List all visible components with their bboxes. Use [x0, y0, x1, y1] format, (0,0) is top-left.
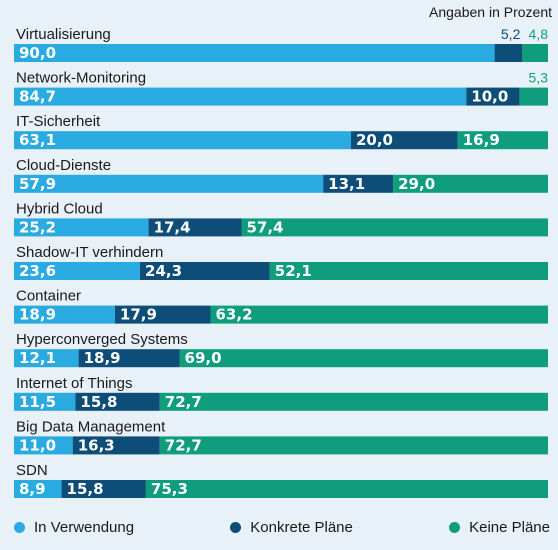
data-label-cloud-dienste-keine-pl-ne: 29,0 [398, 175, 435, 193]
legend-swatch-in-verwendung [14, 521, 25, 533]
data-label-sdn-konkrete-pl-ne: 15,8 [67, 480, 104, 498]
data-label-container-keine-pl-ne: 63,2 [216, 306, 253, 324]
unit-note: Angaben in Prozent [429, 4, 552, 20]
data-label-it-sicherheit-in-verwendung: 63,1 [19, 131, 56, 149]
data-label-cloud-dienste-konkrete-pl-ne: 13,1 [328, 175, 365, 193]
data-label-cloud-dienste-in-verwendung: 57,9 [19, 175, 56, 193]
bar-hybrid-cloud-keine-pl-ne [241, 218, 548, 237]
data-label-virtualisierung-in-verwendung: 90,0 [19, 44, 56, 62]
bar-container-keine-pl-ne [210, 305, 548, 324]
bar-it-sicherheit-konkrete-pl-ne [350, 131, 458, 150]
data-label-hyperconverged-systems-konkrete-pl-ne: 18,9 [84, 349, 121, 367]
bar-internet-of-things-keine-pl-ne [159, 392, 549, 411]
data-label-network-monitoring-konkrete-pl-ne: 10,0 [471, 88, 508, 106]
bar-hyperconverged-systems-keine-pl-ne [179, 349, 549, 368]
bar-internet-of-things-in-verwendung [14, 392, 76, 411]
legend-label-keine-plaene: Keine Pläne [469, 518, 550, 536]
category-label-virtualisierung: Virtualisierung [16, 26, 111, 43]
bar-hybrid-cloud-in-verwendung [14, 218, 149, 237]
data-label-network-monitoring-in-verwendung: 84,7 [19, 88, 56, 106]
data-label-big-data-management-keine-pl-ne: 72,7 [165, 436, 202, 454]
data-label-container-konkrete-pl-ne: 17,9 [120, 306, 157, 324]
bar-hyperconverged-systems-in-verwendung [14, 349, 79, 368]
bar-shadow-it-verhindern-konkrete-pl-ne [140, 262, 270, 280]
bar-container-in-verwendung [14, 305, 115, 324]
data-label-hyperconverged-systems-keine-pl-ne: 69,0 [185, 349, 222, 367]
bar-internet-of-things-konkrete-pl-ne [75, 392, 160, 411]
bar-it-sicherheit-keine-pl-ne [457, 131, 548, 150]
category-label-shadow-it-verhindern: Shadow-IT verhindern [16, 244, 163, 261]
category-label-cloud-dienste: Cloud-Dienste [16, 157, 111, 174]
data-label-shadow-it-verhindern-konkrete-pl-ne: 24,3 [145, 262, 182, 280]
category-label-sdn: SDN [16, 462, 48, 479]
legend: In Verwendung Konkrete Pläne Keine Pläne [14, 516, 550, 538]
data-label-internet-of-things-keine-pl-ne: 72,7 [165, 393, 202, 411]
legend-swatch-konkrete-plaene [230, 521, 242, 533]
data-label-sdn-keine-pl-ne: 75,3 [151, 480, 188, 498]
legend-item-in-verwendung: In Verwendung [14, 519, 134, 536]
bar-big-data-management-keine-pl-ne [159, 436, 549, 455]
data-label-hybrid-cloud-keine-pl-ne: 57,4 [246, 218, 283, 236]
bar-virtualisierung-konkrete-pl-ne [494, 44, 523, 62]
data-label-it-sicherheit-keine-pl-ne: 16,9 [463, 131, 500, 149]
bar-virtualisierung-keine-pl-ne [522, 44, 548, 62]
legend-item-konkrete-plaene: Konkrete Pläne [230, 519, 353, 536]
data-label-container-in-verwendung: 18,9 [19, 306, 56, 324]
data-label-internet-of-things-konkrete-pl-ne: 15,8 [80, 393, 117, 411]
data-label-big-data-management-konkrete-pl-ne: 16,3 [78, 436, 115, 454]
bar-sdn-konkrete-pl-ne [61, 480, 146, 498]
data-label-shadow-it-verhindern-in-verwendung: 23,6 [19, 262, 56, 280]
bar-network-monitoring-konkrete-pl-ne [466, 87, 520, 106]
bar-shadow-it-verhindern-keine-pl-ne [269, 262, 548, 280]
data-label-hybrid-cloud-in-verwendung: 25,2 [19, 218, 56, 236]
data-label-virtualisierung-keine-pl-ne: 4,8 [529, 26, 549, 42]
bar-virtualisierung-in-verwendung [14, 44, 495, 62]
bar-hyperconverged-systems-konkrete-pl-ne [78, 349, 180, 368]
bar-shadow-it-verhindern-in-verwendung [14, 262, 141, 280]
data-label-sdn-in-verwendung: 8,9 [19, 480, 46, 498]
bar-cloud-dienste-in-verwendung [14, 174, 324, 193]
category-label-hybrid-cloud: Hybrid Cloud [16, 200, 103, 217]
bar-network-monitoring-keine-pl-ne [519, 87, 548, 106]
bar-sdn-keine-pl-ne [145, 480, 548, 498]
bar-big-data-management-in-verwendung [14, 436, 73, 455]
data-label-hybrid-cloud-konkrete-pl-ne: 17,4 [154, 218, 191, 236]
data-label-big-data-management-in-verwendung: 11,0 [19, 436, 56, 454]
category-label-it-sicherheit: IT-Sicherheit [16, 113, 101, 130]
category-label-hyperconverged-systems: Hyperconverged Systems [16, 331, 188, 348]
bar-it-sicherheit-in-verwendung [14, 131, 351, 150]
data-label-network-monitoring-keine-pl-ne: 5,3 [529, 70, 549, 86]
legend-label-konkrete-plaene: Konkrete Pläne [250, 518, 353, 536]
category-label-big-data-management: Big Data Management [16, 418, 166, 435]
bar-hybrid-cloud-konkrete-pl-ne [148, 218, 242, 237]
bar-network-monitoring-in-verwendung [14, 87, 467, 106]
bar-cloud-dienste-konkrete-pl-ne [323, 174, 394, 193]
legend-item-keine-plaene: Keine Pläne [449, 519, 550, 536]
bar-container-konkrete-pl-ne [114, 305, 211, 324]
data-label-internet-of-things-in-verwendung: 11,5 [19, 393, 56, 411]
bar-cloud-dienste-keine-pl-ne [393, 174, 548, 193]
data-label-virtualisierung-konkrete-pl-ne: 5,2 [501, 26, 521, 42]
category-label-container: Container [16, 288, 81, 305]
data-label-it-sicherheit-konkrete-pl-ne: 20,0 [356, 131, 393, 149]
bar-sdn-in-verwendung [14, 480, 62, 498]
category-label-internet-of-things: Internet of Things [16, 375, 132, 392]
category-label-network-monitoring: Network-Monitoring [16, 70, 146, 87]
bar-big-data-management-konkrete-pl-ne [72, 436, 160, 455]
data-label-shadow-it-verhindern-keine-pl-ne: 52,1 [275, 262, 312, 280]
legend-swatch-keine-plaene [449, 521, 461, 533]
data-label-hyperconverged-systems-in-verwendung: 12,1 [19, 349, 56, 367]
legend-label-in-verwendung: In Verwendung [34, 518, 135, 536]
